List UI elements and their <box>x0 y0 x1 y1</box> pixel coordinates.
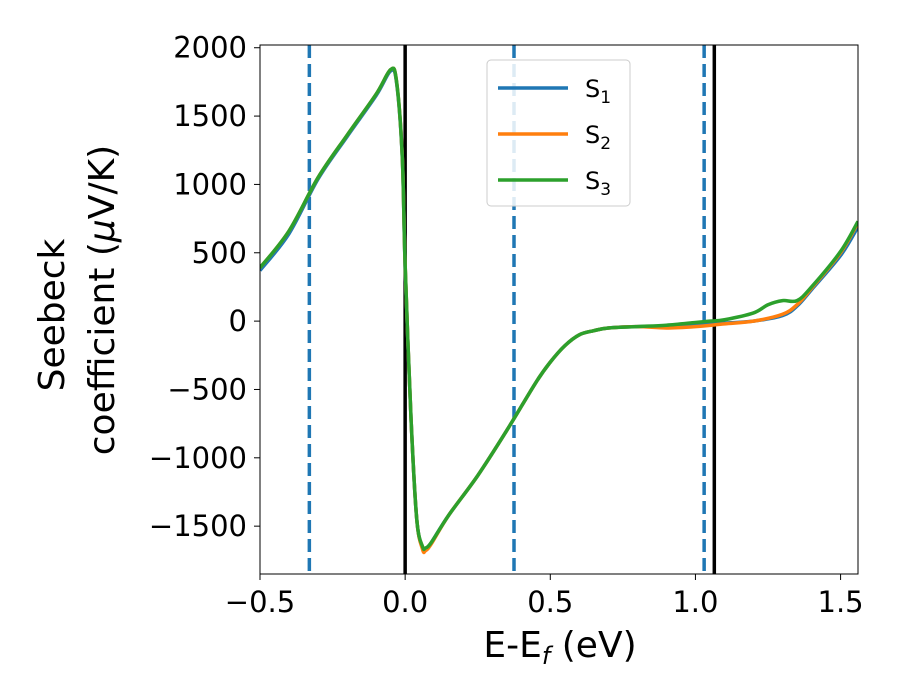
y-tick-label: 2000 <box>173 31 247 65</box>
x-tick-label: −0.5 <box>225 585 295 619</box>
y-tick-label: −1500 <box>149 509 247 543</box>
y-tick-label: 1000 <box>173 167 247 201</box>
y-tick-label: −1000 <box>149 441 247 475</box>
y-tick-label: 1500 <box>173 99 247 133</box>
legend-label-s3: S3 <box>585 167 611 200</box>
y-tick-label: −500 <box>167 372 247 406</box>
x-axis-label: E-Ef (eV) <box>483 625 636 670</box>
y-axis-label-mu: μ <box>82 219 123 243</box>
y-axis-label-line1: Seebeck <box>32 238 73 391</box>
x-axis-label-unit: (eV) <box>550 625 636 666</box>
y-axis-label-text: coefficient ( <box>82 242 123 455</box>
plot-area-frame <box>259 44 859 575</box>
legend-label-s2: S2 <box>585 121 611 154</box>
x-tick-label: 1.0 <box>672 585 718 619</box>
legend: S1 S2 S3 <box>486 59 631 207</box>
x-tick-label: 1.5 <box>818 585 864 619</box>
legend-label-s1: S1 <box>585 75 611 108</box>
y-tick-label: 500 <box>192 236 247 270</box>
x-tick-label: 0.0 <box>382 585 428 619</box>
series-line-s3 <box>260 66 858 552</box>
y-axis-label-line2: coefficient (μV/K) <box>82 145 123 455</box>
series-lines <box>260 66 858 555</box>
x-axis-ticks: −0.5 0.0 0.5 1.0 1.5 <box>225 574 864 619</box>
y-axis-label-unit: V/K) <box>82 145 123 219</box>
y-axis-ticks: −1500 −1000 −500 0 500 1000 1500 2000 <box>149 31 260 543</box>
x-tick-label: 0.5 <box>527 585 573 619</box>
y-tick-label: 0 <box>229 304 247 338</box>
x-axis-label-main: E-E <box>483 625 541 666</box>
